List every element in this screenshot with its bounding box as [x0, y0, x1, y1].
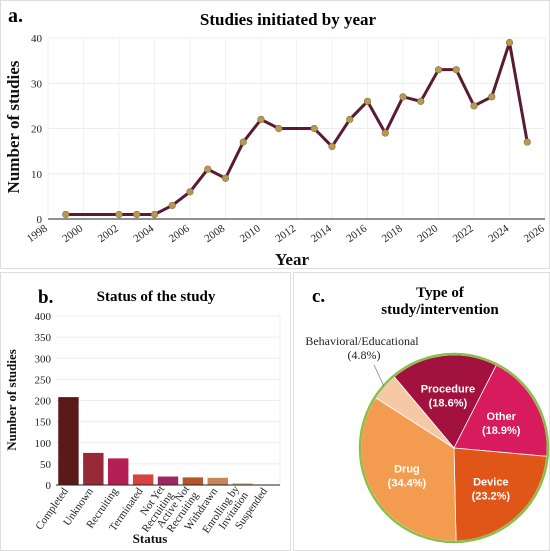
panel-a-xtick-label: 2024 [486, 222, 511, 245]
panel-b-ytick-label: 150 [35, 417, 52, 429]
panel-b-bar [182, 477, 204, 485]
panel-a-title: Studies initiated by year [200, 10, 377, 29]
panel-a-point [399, 93, 407, 101]
panel-b-bar [232, 483, 253, 485]
panel-a-xtick-label: 2020 [415, 222, 440, 245]
panel-b-ytick-label: 100 [35, 438, 52, 450]
panel-a-point [470, 102, 478, 110]
panel-c-slice-pct: (34.4%) [388, 477, 427, 489]
panel-a-point [204, 165, 212, 173]
panel-b-bar [157, 476, 179, 485]
panel-a-point [488, 93, 496, 101]
panel-a-point [505, 38, 514, 47]
panel-a-xtick-label: 2016 [344, 222, 369, 245]
panel-c-slice-labels: Procedure (18.6%) Other (18.9%) Device (23.2%… [305, 334, 520, 502]
panel-b-bar [83, 452, 104, 485]
panel-a-xlabel: Year [275, 250, 309, 269]
panel-a-point [133, 210, 141, 219]
panel-b-bars [58, 397, 278, 485]
panel-b-xlabel: Status [133, 531, 168, 546]
panel-b-ytick-label: 400 [35, 311, 52, 323]
panel-b-ytick-label: 0 [46, 480, 52, 492]
panel-c-letter: c. [312, 286, 325, 307]
panel-a-point [328, 143, 336, 151]
panel-c-outside-label: Behavioral/Educational [305, 334, 419, 348]
panel-b-ytick-label: 350 [35, 332, 52, 344]
panel-b-title: Status of the study [97, 289, 216, 305]
panel-c-title-line-2: study/intervention [381, 302, 499, 318]
panel-a-ytick-label: 20 [31, 124, 43, 136]
panel-a-point [257, 115, 265, 124]
panel-a-xtick-label: 2004 [131, 222, 156, 245]
panel-a-point [150, 210, 159, 219]
panel-a-ytick-label: 10 [31, 169, 43, 181]
panel-a-series [62, 38, 531, 219]
panel-a-xtick-label: 2014 [309, 222, 334, 245]
panel-a-xtick-label: 2022 [451, 223, 476, 245]
panel-a-point [275, 124, 283, 133]
panel-b-ytick-label: 250 [35, 374, 52, 386]
panel-a-xtick-label: 2012 [273, 223, 298, 245]
panel-a-point [381, 129, 389, 137]
panel-c-slice-pct: (18.6%) [429, 397, 468, 409]
panel-a-point [346, 115, 354, 124]
panel-b-bar [108, 458, 129, 485]
panel-b-ytick-label: 200 [35, 396, 52, 408]
panel-a-point [363, 97, 372, 105]
panel-a-point [310, 124, 318, 133]
panel-b-letter: b. [38, 287, 53, 308]
panel-a-point [186, 188, 194, 196]
panel-a-point [523, 138, 531, 146]
panel-c-slice-label: Device [473, 476, 508, 488]
panel-a-ytick-label: 40 [31, 33, 43, 45]
panel-b-ytick-label: 300 [35, 353, 52, 365]
panel-a-xtick-label: 2002 [96, 223, 121, 245]
panel-a-xtick-label: 2018 [380, 222, 405, 245]
panel-a-xtick-label: 2010 [238, 222, 263, 245]
panel-c-slice-pct: (18.9%) [482, 425, 521, 437]
panel-b-ylabel: Number of studies [4, 349, 19, 451]
panel-a-ytick-label: 0 [37, 214, 43, 226]
panel-c-slice-label: Other [487, 411, 517, 423]
panel-c-title-line-1: Type of [416, 285, 465, 301]
panel-a-xtick-label: 2006 [167, 222, 192, 245]
panel-a-point [417, 97, 425, 105]
panel-c-leader-line [373, 364, 385, 387]
panel-a-xtick-label: 1998 [25, 222, 50, 245]
panel-b-bar [58, 397, 79, 485]
panel-a-point [239, 138, 247, 146]
panel-b-bar [132, 474, 154, 485]
panel-a-xtick-label: 2000 [60, 222, 85, 245]
panel-a-point [62, 210, 70, 219]
panel-a-point [434, 66, 443, 74]
panel-a-letter: a. [8, 5, 23, 27]
panel-a-point [168, 201, 176, 210]
panel-b-bar [207, 477, 228, 485]
panel-a-point [115, 210, 123, 219]
panel-c-slice-pct: (23.2%) [472, 490, 511, 502]
panel-a-point [221, 174, 230, 182]
panel-a-ytick-label: 30 [31, 78, 43, 90]
panel-b-ytick-label: 50 [40, 459, 52, 471]
panel-a-ylabel: Number of studies [4, 60, 23, 193]
panel-c-slice-label: Procedure [421, 383, 475, 395]
panel-a-xtick-label: 2008 [202, 222, 227, 245]
panel-b-grid [56, 315, 281, 486]
panel-c-outside-pct: (4.8%) [348, 348, 381, 362]
panel-c-pie [358, 352, 550, 544]
panel-a-point [452, 66, 460, 74]
panel-a-xtick-label: 2026 [522, 222, 547, 245]
panel-c-pie-edge [358, 352, 550, 544]
panel-c-slice-label: Drug [394, 463, 420, 475]
